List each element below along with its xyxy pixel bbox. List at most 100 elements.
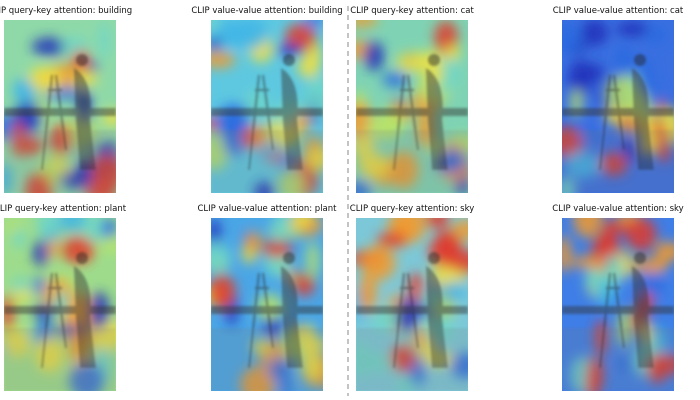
scene <box>4 252 116 391</box>
heat-blob <box>580 20 609 46</box>
panel-title: CLIP query-key attention: plant <box>0 204 127 214</box>
heat-blob <box>304 76 323 116</box>
heat-blob <box>646 80 661 111</box>
ground <box>562 130 674 193</box>
heatmap <box>211 20 323 193</box>
ground <box>356 130 468 193</box>
figure-head <box>76 252 88 264</box>
heat-blob <box>211 20 219 31</box>
panel-title: CLIP value-value attention: building <box>191 6 342 16</box>
panel-title: CLIP query-key attention: building <box>0 6 132 16</box>
easel <box>599 272 625 369</box>
figure-head <box>428 54 440 66</box>
heat-blob <box>603 253 623 288</box>
panel-title: CLIP value-value attention: sky <box>552 204 683 214</box>
heatmap <box>4 20 116 193</box>
ground <box>562 328 674 391</box>
heat-blob <box>358 273 377 313</box>
scene <box>356 252 468 391</box>
heat-blob <box>211 274 236 310</box>
heat-blob <box>602 218 615 258</box>
scene <box>562 54 674 193</box>
ground <box>211 130 323 193</box>
panel-title: CLIP value-value attention: plant <box>197 204 337 214</box>
figure-body <box>632 68 654 170</box>
heat-blob <box>273 218 291 244</box>
easel <box>248 272 274 369</box>
heat-blob <box>101 218 116 240</box>
easel <box>393 272 419 369</box>
easel <box>393 74 419 171</box>
heat-blob <box>27 66 63 93</box>
heat-blob <box>444 45 460 61</box>
heat-blob <box>290 218 313 227</box>
heat-blob <box>616 21 649 37</box>
heat-blob <box>396 52 428 73</box>
figure-head <box>76 54 88 66</box>
heat-blob <box>356 20 379 27</box>
scene <box>562 252 674 391</box>
easel <box>41 272 67 369</box>
heat-blob <box>426 218 450 229</box>
heat-blob <box>32 239 49 267</box>
figure-body <box>426 68 448 170</box>
figure-body <box>74 68 96 170</box>
heat-blob <box>61 37 88 53</box>
heat-blob <box>645 24 668 46</box>
easel <box>41 74 67 171</box>
heat-blob <box>234 20 268 50</box>
heat-blob <box>262 239 292 258</box>
heatmap <box>4 218 116 391</box>
figure-body <box>74 266 96 368</box>
heat-blob <box>364 41 385 71</box>
figure-head <box>634 54 646 66</box>
scene <box>211 54 323 193</box>
heat-blob <box>57 218 88 233</box>
heat-blob <box>625 218 657 252</box>
figure-body <box>281 266 303 368</box>
heat-blob <box>12 78 33 103</box>
heat-blob <box>376 231 407 248</box>
heat-blob <box>303 20 323 27</box>
figure-head <box>634 252 646 264</box>
heatmap <box>211 218 323 391</box>
ground <box>4 328 116 391</box>
heatmap <box>562 218 674 391</box>
heat-blob <box>11 276 30 293</box>
figure-body <box>426 266 448 368</box>
heat-blob <box>614 51 637 65</box>
heatmap <box>562 20 674 193</box>
scene <box>211 252 323 391</box>
figure-head <box>283 252 295 264</box>
ground <box>356 328 468 391</box>
heat-blob <box>211 51 236 68</box>
heat-blob <box>211 218 221 247</box>
heat-blob <box>275 44 303 57</box>
ground <box>211 328 323 391</box>
heat-blob <box>293 273 315 297</box>
heat-blob <box>244 231 262 254</box>
heat-blob <box>361 245 396 281</box>
figure-head <box>283 54 295 66</box>
heatmap <box>356 218 468 391</box>
panel-title: CLIP query-key attention: sky <box>350 204 474 214</box>
heat-blob <box>452 219 468 241</box>
panel-title: CLIP value-value attention: cat <box>553 6 684 16</box>
figure-body <box>281 68 303 170</box>
heatmap <box>356 20 468 193</box>
heat-blob <box>573 218 603 238</box>
heat-blob <box>98 21 111 60</box>
heat-blob <box>211 242 232 272</box>
heat-blob <box>571 255 605 269</box>
figure-head <box>428 252 440 264</box>
heat-blob <box>32 276 45 295</box>
heat-blob <box>585 268 602 287</box>
heat-blob <box>36 218 59 238</box>
heat-blob <box>562 235 572 273</box>
easel <box>599 74 625 171</box>
panel-title: CLIP query-key attention: cat <box>350 6 474 16</box>
heat-blob <box>381 71 410 88</box>
easel <box>248 74 274 171</box>
heat-blob <box>31 37 68 56</box>
